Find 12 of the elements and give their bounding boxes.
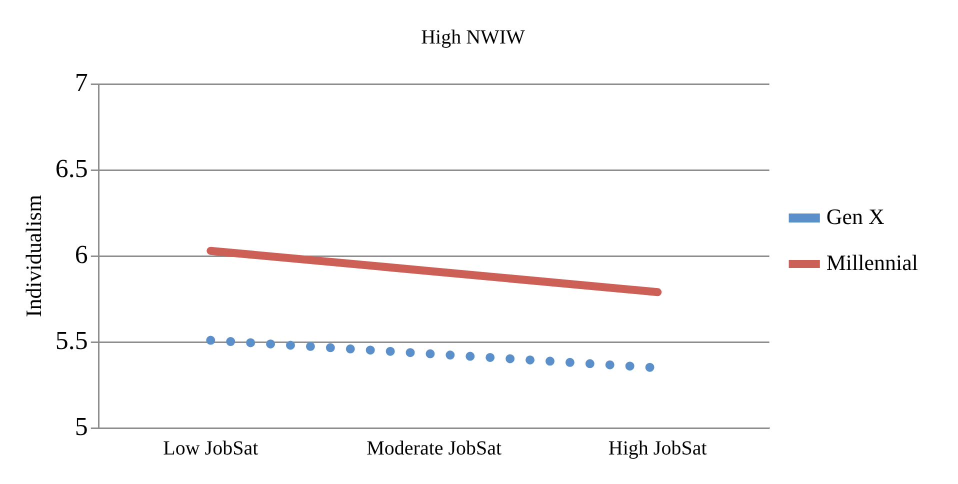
y-tick-label: 6 <box>74 240 88 269</box>
y-tick-label: 5.5 <box>55 326 88 355</box>
chart-title: High NWIW <box>421 26 526 48</box>
y-tick-label: 7 <box>74 68 88 97</box>
y-axis-title: Individualism <box>20 194 46 318</box>
x-tick-label: Low JobSat <box>163 437 259 460</box>
legend-label: Millennial <box>826 250 918 275</box>
y-tick-label: 5 <box>74 412 88 441</box>
y-tick-label: 6.5 <box>55 154 88 183</box>
x-tick-label: Moderate JobSat <box>366 437 502 460</box>
legend-label: Gen X <box>826 204 884 229</box>
x-tick-label: High JobSat <box>608 437 708 460</box>
